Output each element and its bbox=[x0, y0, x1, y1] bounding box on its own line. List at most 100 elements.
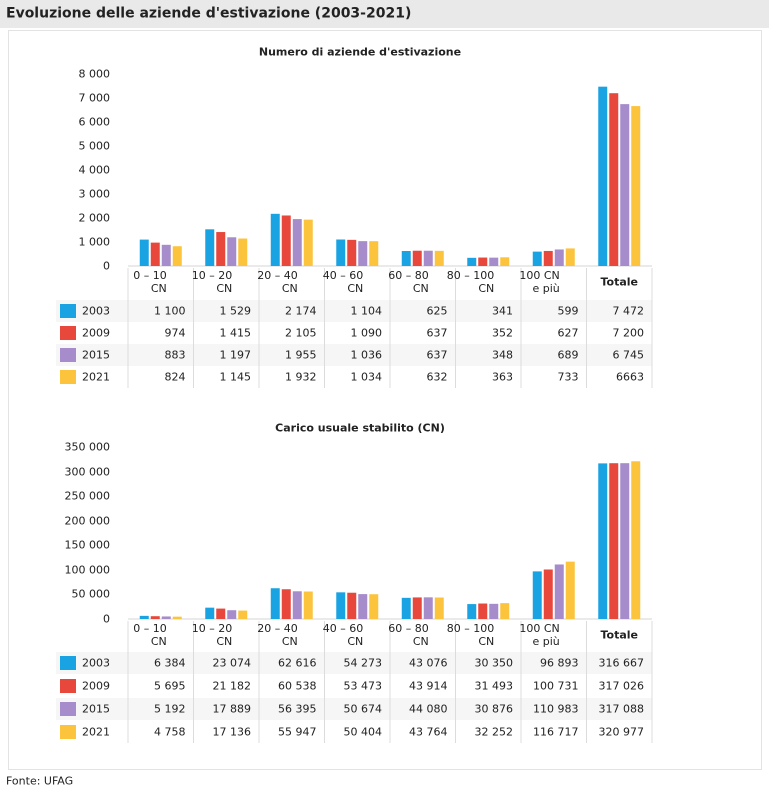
table-cell: 689 bbox=[557, 348, 579, 362]
table-cell: 2 174 bbox=[285, 304, 317, 318]
y-tick-label: 1 000 bbox=[78, 235, 111, 249]
x-tick-label: 20 – 40 CN bbox=[257, 269, 298, 295]
table-cell: 31 493 bbox=[474, 679, 514, 693]
table-cell: 733 bbox=[557, 370, 579, 384]
bar bbox=[205, 607, 215, 619]
bar bbox=[532, 251, 542, 266]
y-tick-label: 3 000 bbox=[78, 187, 111, 201]
x-tick-label: 40 – 60 CN bbox=[322, 269, 364, 295]
bar bbox=[423, 597, 433, 619]
bar bbox=[369, 594, 379, 619]
bar bbox=[620, 104, 630, 267]
bar bbox=[598, 463, 608, 619]
table-cell: 17 889 bbox=[212, 702, 252, 716]
bar bbox=[292, 219, 302, 266]
bar bbox=[500, 603, 510, 619]
bar bbox=[303, 591, 313, 619]
x-tick-label: 80 – 100 CN bbox=[446, 622, 495, 648]
bar bbox=[358, 241, 368, 266]
table-cell: 320 977 bbox=[598, 725, 645, 739]
bar bbox=[401, 251, 411, 266]
y-tick-label: 50 000 bbox=[71, 587, 111, 601]
bar bbox=[281, 589, 291, 619]
table-cell: 1 529 bbox=[219, 304, 252, 318]
table-cell: 1 104 bbox=[350, 304, 383, 318]
legend-swatch bbox=[60, 725, 76, 739]
bar bbox=[336, 239, 346, 266]
legend-label: 2021 bbox=[82, 370, 110, 384]
chart-title: Carico usuale stabilito (CN) bbox=[275, 421, 445, 435]
bar bbox=[150, 242, 160, 266]
table-cell: 110 983 bbox=[533, 702, 579, 716]
x-tick-label: 100 CN e più bbox=[519, 622, 560, 648]
table-cell: 974 bbox=[164, 326, 186, 340]
bar bbox=[303, 219, 313, 266]
bar bbox=[270, 588, 280, 619]
legend-swatch bbox=[60, 326, 76, 340]
y-tick-label: 0 bbox=[103, 612, 110, 626]
legend-label: 2003 bbox=[82, 304, 110, 318]
legend-swatch bbox=[60, 304, 76, 318]
row-band bbox=[56, 721, 652, 743]
bar bbox=[270, 213, 280, 266]
bar bbox=[281, 215, 291, 266]
table-cell: 1 145 bbox=[219, 370, 252, 384]
y-tick-label: 6 000 bbox=[78, 115, 111, 129]
table-cell: 1 100 bbox=[154, 304, 186, 318]
table-cell: 54 273 bbox=[343, 656, 383, 670]
bar bbox=[139, 239, 149, 266]
y-tick-label: 250 000 bbox=[64, 489, 111, 503]
bar bbox=[401, 597, 411, 619]
table-cell: 625 bbox=[426, 304, 448, 318]
bar bbox=[227, 610, 237, 619]
table-cell: 7 200 bbox=[612, 326, 645, 340]
row-band bbox=[56, 698, 652, 720]
row-band bbox=[56, 344, 652, 366]
legend-swatch bbox=[60, 348, 76, 362]
bar bbox=[161, 244, 171, 266]
row-band bbox=[56, 300, 652, 322]
bar bbox=[358, 594, 368, 619]
table-cell: 43 764 bbox=[409, 725, 448, 739]
bar bbox=[412, 597, 422, 619]
y-tick-label: 4 000 bbox=[78, 163, 111, 177]
legend-swatch bbox=[60, 656, 76, 670]
legend-label: 2015 bbox=[82, 702, 110, 716]
y-tick-label: 0 bbox=[103, 259, 110, 273]
bar bbox=[631, 106, 641, 266]
table-cell: 1 036 bbox=[350, 348, 383, 362]
y-tick-label: 2 000 bbox=[78, 211, 111, 225]
table-cell: 824 bbox=[164, 370, 186, 384]
table-cell: 7 472 bbox=[612, 304, 645, 318]
table-cell: 62 616 bbox=[278, 656, 317, 670]
bar bbox=[532, 571, 542, 619]
table-cell: 317 026 bbox=[598, 679, 645, 693]
table-cell: 55 947 bbox=[278, 725, 317, 739]
bar bbox=[347, 592, 357, 619]
bar bbox=[565, 248, 575, 266]
row-band bbox=[56, 675, 652, 697]
chart-title: Numero di aziende d'estivazione bbox=[258, 45, 462, 59]
bar bbox=[500, 257, 510, 266]
bar bbox=[598, 86, 608, 266]
x-tick-label: 100 CN e più bbox=[519, 269, 560, 295]
source: Fonte: UFAG bbox=[6, 774, 74, 788]
bar bbox=[412, 250, 422, 266]
bar bbox=[150, 616, 160, 619]
table-cell: 56 395 bbox=[278, 702, 317, 716]
table-cell: 30 350 bbox=[474, 656, 514, 670]
table-cell: 50 674 bbox=[343, 702, 383, 716]
table-cell: 2 105 bbox=[285, 326, 317, 340]
bar bbox=[478, 603, 488, 619]
table-cell: 1 955 bbox=[285, 348, 317, 362]
bar bbox=[238, 238, 248, 266]
table-cell: 21 182 bbox=[212, 679, 252, 693]
table-cell: 60 538 bbox=[278, 679, 317, 693]
x-tick-label: 0 – 10 CN bbox=[133, 622, 167, 648]
table-cell: 1 197 bbox=[219, 348, 252, 362]
table-cell: 5 695 bbox=[154, 679, 186, 693]
legend-swatch bbox=[60, 370, 76, 384]
table-cell: 32 252 bbox=[474, 725, 514, 739]
bar bbox=[292, 591, 302, 619]
